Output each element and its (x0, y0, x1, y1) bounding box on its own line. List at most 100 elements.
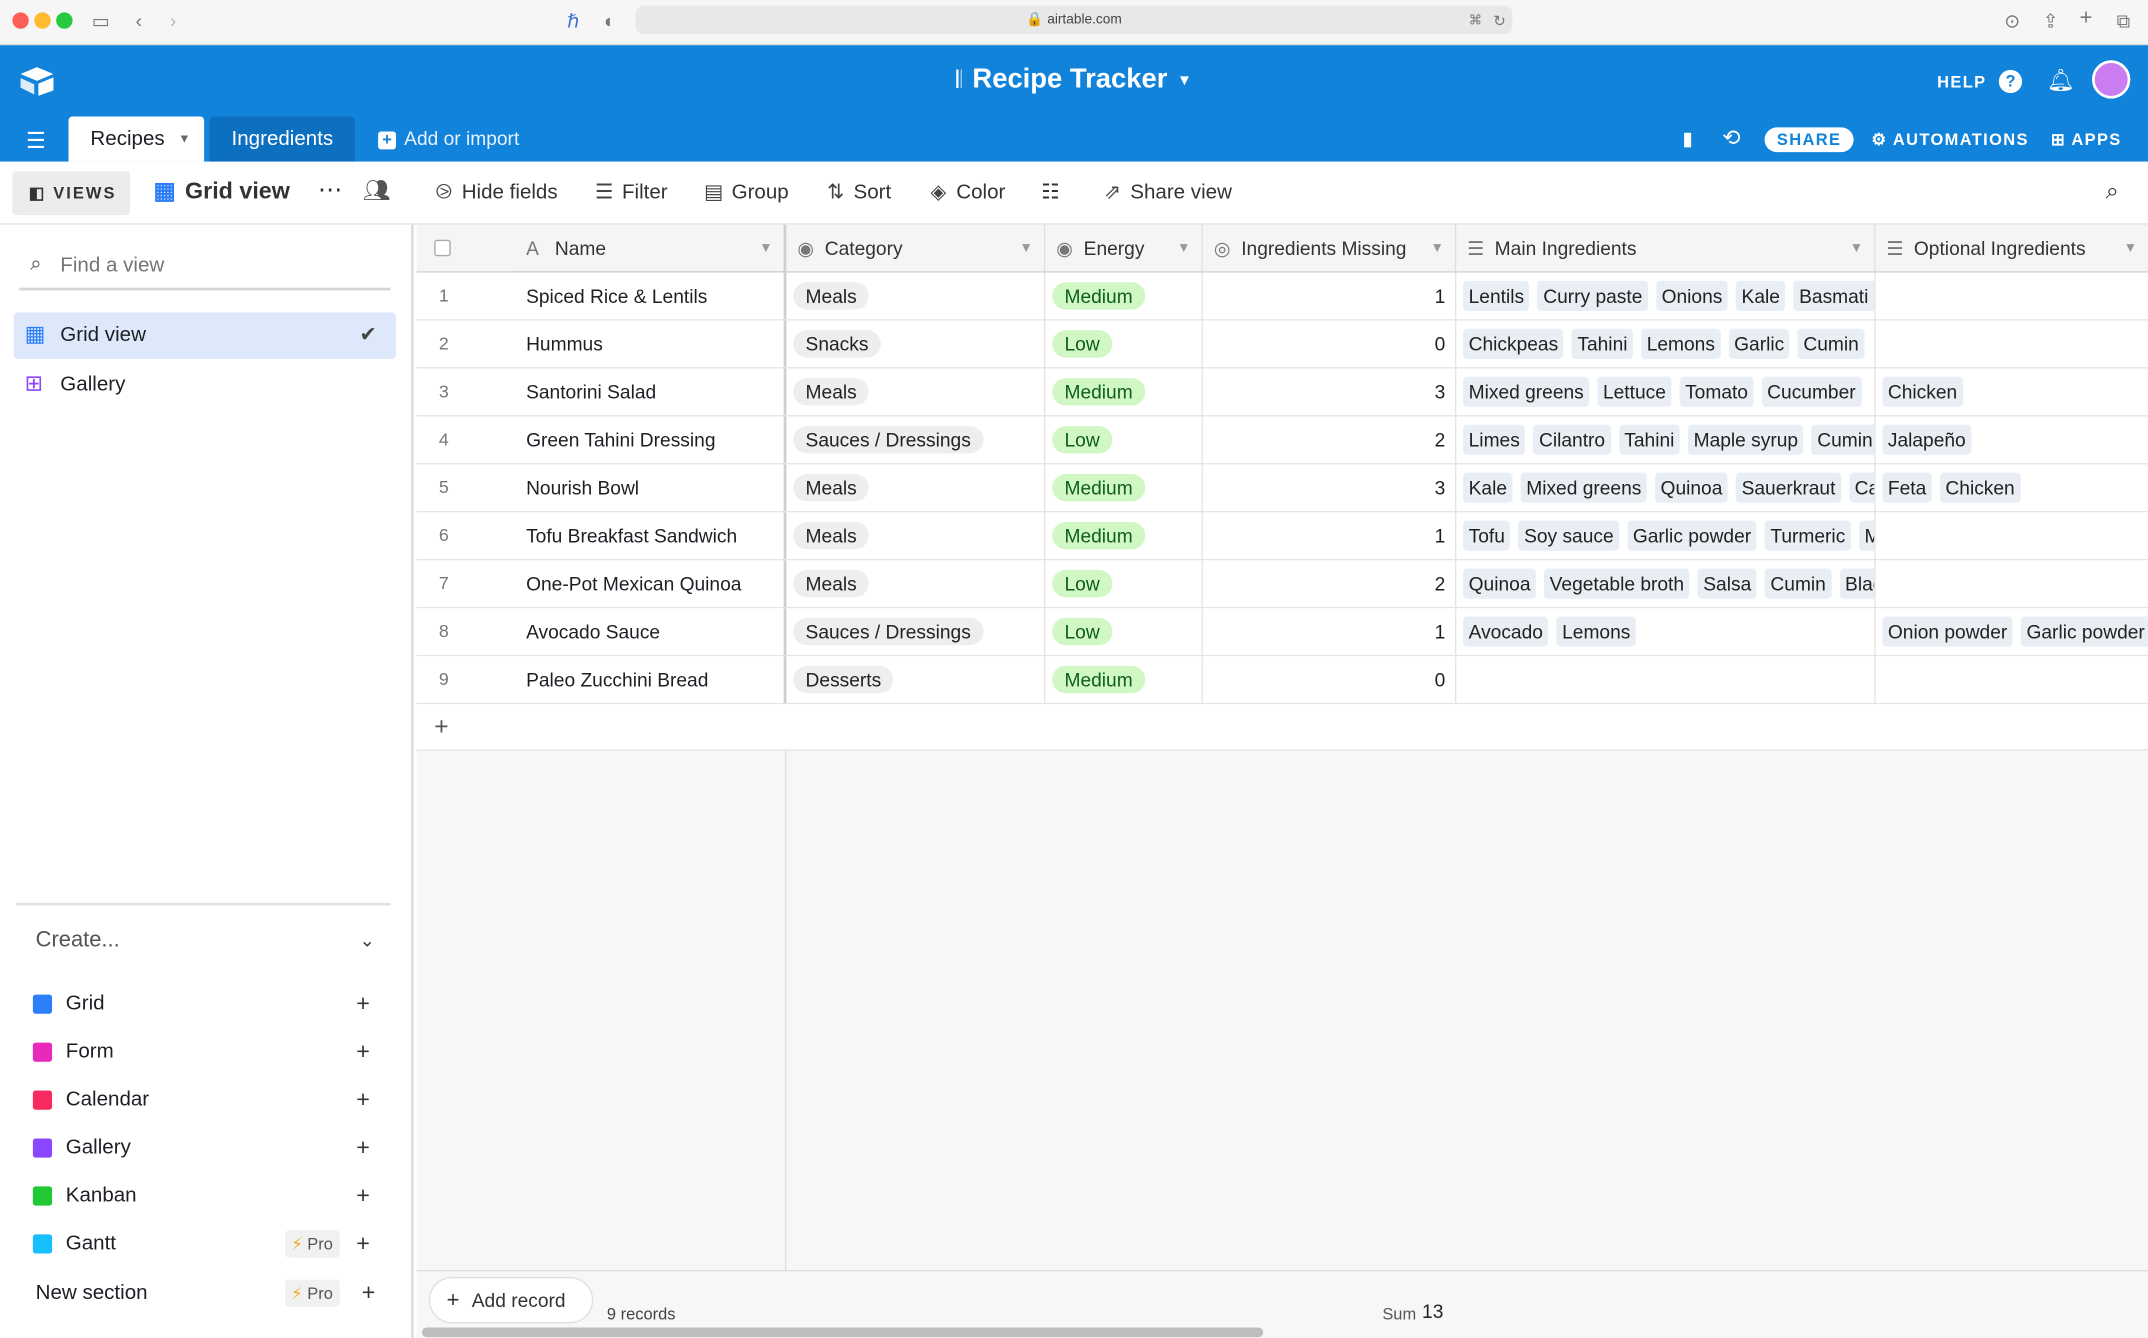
zoom-window-button[interactable] (56, 12, 73, 29)
collaborators-icon[interactable]: 👥︎ (363, 179, 391, 203)
energy-cell[interactable]: Low (1045, 560, 1203, 607)
share-button[interactable]: SHARE (1764, 127, 1854, 153)
create-form-row[interactable]: Form + (32, 1036, 389, 1069)
add-or-import-button[interactable]: + Add or import (356, 116, 541, 161)
optional-ingredients-cell[interactable] (1876, 512, 2148, 559)
create-section-toggle[interactable]: Create... ⌄ (36, 929, 376, 959)
create-kanban-row[interactable]: Kanban + (32, 1180, 389, 1213)
category-cell[interactable]: Meals (786, 560, 1046, 607)
tab-ingredients[interactable]: Ingredients (209, 116, 356, 162)
find-view-field[interactable]: ⌕ (19, 241, 391, 291)
add-record-button[interactable]: + Add record (430, 1278, 592, 1323)
energy-cell[interactable]: Medium (1045, 368, 1203, 416)
optional-ingredients-cell[interactable]: Onion powder Garlic powder (1876, 608, 2148, 655)
energy-cell[interactable]: Medium (1045, 656, 1203, 703)
add-row[interactable]: + (416, 704, 2148, 751)
energy-cell[interactable]: Low (1045, 416, 1203, 464)
table-row[interactable]: 1 Spiced Rice & Lentils Meals Medium 1 Lentil… (416, 272, 2148, 321)
table-row[interactable]: 2 Hummus Snacks Low 0 Chickpeas Tahini Lemons Ga… (416, 320, 2148, 369)
optional-ingredients-cell[interactable] (1876, 560, 2148, 607)
add-view-button[interactable]: + (356, 1038, 370, 1065)
main-ingredients-cell[interactable]: Chickpeas Tahini Lemons Garlic Cumin (1456, 320, 1876, 368)
table-row[interactable]: 5 Nourish Bowl Meals Medium 3 Kale Mixed green… (416, 464, 2148, 513)
table-row[interactable]: 3 Santorini Salad Meals Medium 3 Mixed greens… (416, 368, 2148, 417)
add-view-button[interactable]: + (356, 1086, 370, 1113)
main-ingredients-cell[interactable]: Limes Cilantro Tahini Maple syrup Cumin (1456, 416, 1876, 464)
create-grid-row[interactable]: Grid + (32, 988, 389, 1021)
tabs-overview-icon[interactable]: ⧉ (2116, 9, 2131, 32)
add-view-button[interactable]: + (356, 1230, 370, 1257)
add-view-button[interactable]: + (356, 990, 370, 1017)
avatar[interactable] (2091, 60, 2131, 99)
main-ingredients-cell[interactable] (1456, 656, 1876, 703)
missing-count-cell[interactable]: 2 (1203, 560, 1457, 607)
trash-icon[interactable]: ▮ (1682, 127, 1693, 150)
name-cell[interactable]: Santorini Salad (512, 368, 787, 416)
table-row[interactable]: 6 Tofu Breakfast Sandwich Meals Medium 1 Tofu… (416, 512, 2148, 561)
automations-button[interactable]: ⚙ AUTOMATIONS (1871, 130, 2028, 149)
download-icon[interactable]: ⊙ (2004, 9, 2021, 32)
main-ingredients-cell[interactable]: Quinoa Vegetable brothSalsaCuminBlac (1456, 560, 1876, 607)
optional-ingredients-cell[interactable]: Chicken (1876, 369, 2148, 416)
name-cell[interactable]: Green Tahini Dressing (512, 416, 787, 464)
create-gallery-row[interactable]: Gallery + (32, 1132, 389, 1165)
chevron-down-icon[interactable]: ▼ (2123, 241, 2138, 257)
energy-cell[interactable]: Medium (1045, 464, 1203, 512)
optional-ingredients-cell[interactable] (1876, 656, 2148, 703)
new-tab-icon[interactable]: + (2079, 6, 2093, 31)
missing-count-cell[interactable]: 0 (1203, 320, 1457, 368)
name-cell[interactable]: Nourish Bowl (512, 464, 787, 512)
address-bar[interactable]: 🔒 airtable.com (635, 5, 1513, 35)
chevron-down-icon[interactable]: ▼ (759, 241, 773, 257)
category-cell[interactable]: Meals (786, 512, 1046, 559)
chevron-down-icon[interactable]: ▼ (1019, 241, 1033, 257)
column-header-energy[interactable]: ◉ Energy ▼ (1045, 224, 1203, 273)
sort-button[interactable]: ⇅ Sort (823, 179, 891, 206)
energy-cell[interactable]: Medium (1045, 272, 1203, 320)
extension-icon[interactable]: ℏ (567, 9, 580, 32)
table-row[interactable]: 4 Green Tahini Dressing Sauces / Dressings… (416, 416, 2148, 465)
optional-ingredients-cell[interactable]: Feta Chicken (1876, 464, 2148, 511)
add-section-button[interactable]: + (361, 1279, 376, 1306)
category-cell[interactable]: Sauces / Dressings (786, 608, 1046, 655)
apps-button[interactable]: ⊞ APPS (2051, 130, 2122, 149)
name-cell[interactable]: Tofu Breakfast Sandwich (512, 512, 787, 559)
category-cell[interactable]: Desserts (786, 656, 1046, 703)
chevron-down-icon[interactable]: ▼ (1849, 241, 1864, 257)
bell-icon[interactable]: 🔔︎ (2046, 69, 2075, 94)
table-row[interactable]: 9 Paleo Zucchini Bread Desserts Medium 0 (416, 656, 2148, 705)
group-button[interactable]: ▤ Group (701, 179, 789, 206)
category-cell[interactable]: Sauces / Dressings (786, 416, 1046, 464)
help-icon[interactable]: ? (1998, 69, 2023, 94)
main-ingredients-cell[interactable]: Mixed greens Lettuce Tomato Cucumber (1456, 368, 1876, 416)
column-header-category[interactable]: ◉ Category ▼ (786, 224, 1046, 273)
table-row[interactable]: 7 One-Pot Mexican Quinoa Meals Low 2 Quinoa Ve… (416, 560, 2148, 609)
chevron-down-icon[interactable]: ▼ (1176, 241, 1191, 257)
menu-icon[interactable]: ☰ (26, 130, 46, 154)
horizontal-scrollbar[interactable] (421, 1327, 1264, 1338)
minimize-window-button[interactable] (34, 12, 51, 29)
shield-icon[interactable]: ◐ (604, 9, 616, 32)
airtable-logo[interactable] (19, 66, 55, 96)
add-view-button[interactable]: + (356, 1182, 370, 1209)
table-row[interactable]: 8 Avocado Sauce Sauces / Dressings Low 1 Avoc… (416, 608, 2148, 657)
energy-cell[interactable]: Low (1045, 608, 1203, 655)
create-gantt-row[interactable]: Gantt ⚡︎ Pro + (32, 1228, 389, 1261)
select-all-checkbox[interactable] (434, 239, 451, 257)
name-cell[interactable]: Avocado Sauce (512, 608, 787, 655)
filter-button[interactable]: ☰ Filter (592, 179, 668, 206)
name-cell[interactable]: Paleo Zucchini Bread (512, 656, 787, 703)
column-header-name[interactable]: A Name ▼ (512, 224, 787, 273)
missing-count-cell[interactable]: 2 (1203, 416, 1457, 464)
translate-icon[interactable]: ⌘ (1468, 13, 1483, 29)
base-title-button[interactable]: 𝄃 Recipe Tracker ▼ (0, 64, 2148, 96)
create-calendar-row[interactable]: Calendar + (32, 1084, 389, 1117)
category-cell[interactable]: Meals (786, 272, 1046, 320)
main-ingredients-cell[interactable]: Lentils Curry paste Onions Kale Basmati r (1456, 272, 1876, 320)
share-view-button[interactable]: ⇗ Share view (1100, 179, 1232, 206)
energy-cell[interactable]: Medium (1045, 512, 1203, 559)
sidebar-view-grid[interactable]: ▦ Grid view ✔ (13, 312, 396, 359)
forward-icon[interactable]: › (169, 9, 177, 32)
